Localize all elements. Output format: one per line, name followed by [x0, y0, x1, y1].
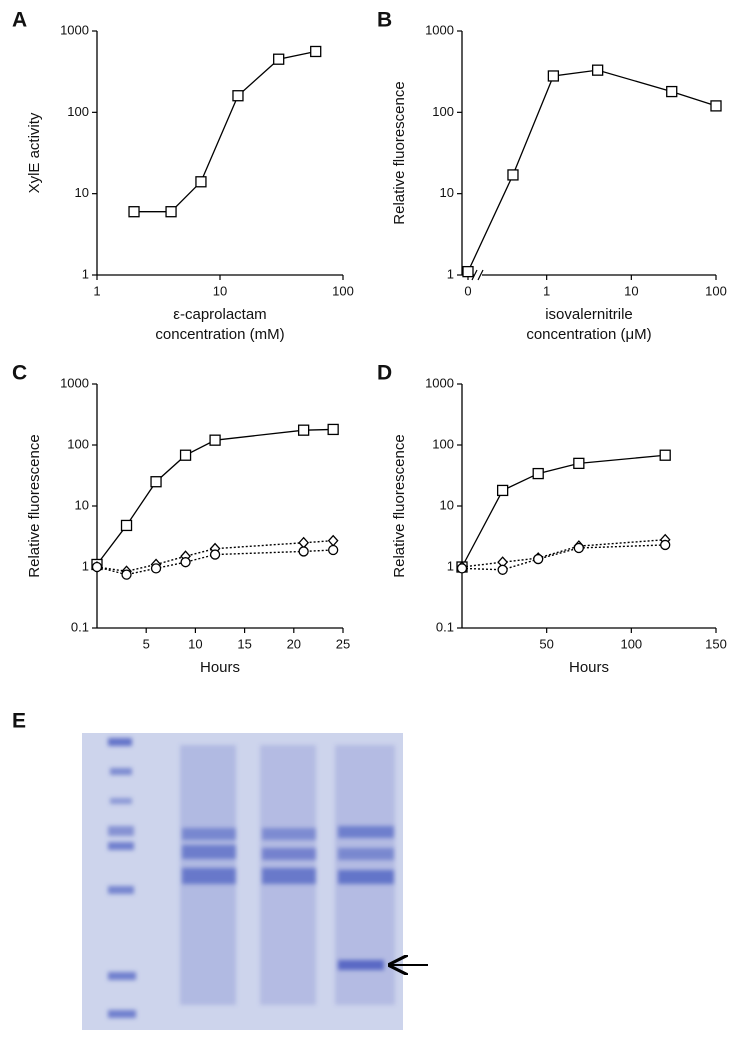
x-tick-label: 20	[287, 636, 301, 651]
marker	[660, 539, 671, 551]
y-tick-label: 1000	[425, 22, 454, 37]
x-axis-label: concentration (mM)	[155, 326, 284, 343]
y-tick-label: 100	[432, 436, 454, 451]
marker	[533, 553, 544, 565]
y-tick-label: 1000	[60, 375, 89, 390]
x-tick-label: 100	[332, 283, 354, 298]
marker	[298, 536, 310, 549]
series-line	[461, 544, 666, 571]
chart: A 1 10 100 1000 1 10 100 ε-caprolactam concentrat…	[12, 9, 354, 343]
marker	[327, 534, 339, 547]
marker	[121, 569, 132, 580]
marker	[298, 546, 309, 557]
series-line	[134, 50, 316, 213]
x-tick-label: 1	[543, 283, 550, 298]
panel-label: E	[12, 710, 26, 733]
marker	[232, 90, 244, 102]
y-tick-label: 1	[82, 558, 89, 573]
marker	[327, 423, 339, 436]
marker	[547, 70, 560, 82]
x-axis-label: isovalernitrile	[545, 306, 633, 323]
x-tick-label: 10	[188, 636, 202, 651]
y-tick-label: 0.1	[71, 619, 89, 634]
x-axis-label: Hours	[200, 659, 240, 676]
y-tick-label: 100	[432, 104, 454, 119]
y-tick-label: 10	[440, 185, 454, 200]
marker	[150, 476, 162, 488]
marker	[496, 484, 509, 497]
x-tick-label: 150	[705, 636, 727, 651]
y-axis-label: Relative fluorescence	[391, 81, 408, 224]
marker	[497, 564, 508, 575]
marker	[710, 100, 722, 112]
marker	[195, 176, 207, 188]
y-tick-label: 1	[447, 558, 454, 573]
y-tick-label: 1	[82, 266, 89, 281]
y-tick-label: 1000	[60, 22, 89, 37]
marker	[310, 45, 322, 58]
chart: D 0.1 1 10 100 1000 50 100 150 Hours Relative fluo…	[377, 362, 727, 676]
x-axis-label: ε-caprolactam	[173, 306, 266, 323]
x-axis-label: Hours	[569, 659, 609, 676]
x-tick-label: 0	[464, 283, 471, 298]
x-tick-label: 10	[624, 283, 638, 298]
marker	[507, 169, 519, 181]
axis-break	[471, 269, 484, 281]
y-tick-label: 0.1	[436, 619, 454, 634]
panel-label: A	[12, 9, 27, 32]
y-axis-label: Relative fluorescence	[26, 434, 43, 577]
y-tick-label: 1	[447, 266, 454, 281]
marker	[573, 542, 584, 554]
y-tick-label: 10	[75, 185, 89, 200]
y-tick-label: 10	[440, 497, 454, 512]
marker	[179, 449, 192, 461]
x-tick-label: 1	[93, 283, 100, 298]
marker	[209, 434, 221, 446]
marker	[209, 549, 221, 560]
marker	[165, 206, 177, 218]
series-line	[461, 454, 666, 568]
marker	[328, 544, 339, 556]
x-tick-label: 10	[213, 283, 227, 298]
marker	[297, 424, 310, 436]
marker	[462, 265, 474, 278]
marker	[273, 53, 285, 65]
y-axis-label: Relative fluorescence	[391, 434, 408, 577]
marker	[666, 85, 678, 98]
marker	[456, 563, 468, 574]
marker	[591, 64, 604, 76]
marker	[659, 449, 671, 461]
x-tick-label: 50	[539, 636, 553, 651]
series-line	[467, 69, 717, 272]
x-tick-label: 25	[336, 636, 350, 651]
x-axis-label: concentration (μM)	[526, 326, 651, 343]
marker	[128, 206, 140, 218]
x-tick-label: 5	[143, 636, 150, 651]
y-tick-label: 100	[67, 436, 89, 451]
y-tick-label: 100	[67, 104, 89, 119]
panel-label: D	[377, 362, 392, 385]
marker	[120, 519, 133, 532]
marker	[180, 557, 191, 568]
y-axis-label: XylE activity	[26, 112, 43, 193]
gel-bands	[108, 738, 395, 1018]
panel-label: C	[12, 362, 27, 385]
x-tick-label: 100	[705, 283, 727, 298]
marker	[573, 457, 585, 470]
marker	[150, 563, 162, 574]
y-tick-label: 1000	[425, 375, 454, 390]
x-tick-label: 15	[237, 636, 251, 651]
x-tick-label: 100	[620, 636, 642, 651]
gel-panel: E 1 2 3 4	[12, 710, 428, 1030]
chart: C 0.1 1 10 100 1000 5 10 15 20 25 Hours Relative flu…	[12, 362, 350, 676]
y-tick-label: 10	[75, 497, 89, 512]
marker	[91, 561, 103, 573]
series-line	[461, 539, 666, 568]
panel-label: B	[377, 9, 392, 32]
marker	[532, 467, 544, 480]
